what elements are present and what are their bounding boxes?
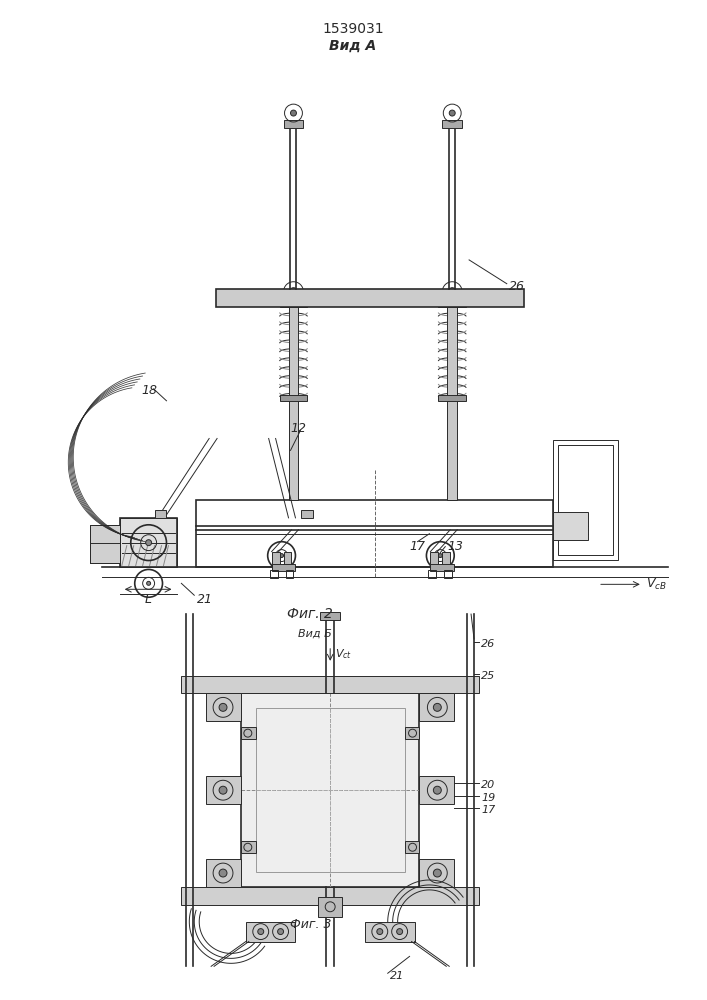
Bar [90,525,120,563]
Text: 19: 19 [481,793,495,803]
Bar [271,552,279,567]
Circle shape [291,110,296,116]
Text: 1539031: 1539031 [322,22,384,36]
Text: Вид А: Вид А [329,39,377,53]
Text: 21: 21 [390,971,404,981]
Bar [246,922,296,942]
Text: Фиг. 2: Фиг. 2 [288,607,333,621]
Bar [241,693,419,887]
Circle shape [279,554,284,558]
Text: L: L [145,593,152,606]
Bar [438,301,466,307]
Circle shape [258,929,264,935]
Bar [318,897,342,917]
Bar [419,859,454,887]
Text: 17: 17 [409,540,426,553]
Bar [182,887,479,905]
Bar [320,612,340,620]
Text: 17: 17 [481,805,495,815]
Bar [554,440,618,560]
Bar [120,518,177,567]
Bar [404,841,419,853]
Bar [241,727,256,739]
Text: 21: 21 [197,593,214,606]
Bar [284,120,303,128]
Bar [90,525,120,563]
Bar [155,510,166,518]
Text: 13: 13 [448,540,463,553]
Circle shape [377,929,382,935]
Circle shape [219,703,227,711]
Bar [216,289,524,307]
Text: 12: 12 [291,422,307,435]
Circle shape [289,288,298,296]
Bar [443,552,450,567]
Bar [404,727,419,739]
Bar [444,570,452,578]
Bar [365,922,414,942]
Bar [284,552,291,567]
Circle shape [438,554,443,558]
Bar [241,841,256,853]
Bar [279,395,308,401]
Bar [419,693,454,721]
Circle shape [146,540,151,546]
Bar [419,776,454,804]
Bar [269,570,278,578]
Text: 20: 20 [481,780,495,790]
Bar [206,693,241,721]
Bar [428,570,436,578]
Text: $V_{сt}$: $V_{сt}$ [335,647,352,661]
Circle shape [433,869,441,877]
Bar [301,510,313,518]
Circle shape [433,703,441,711]
Bar [206,776,241,804]
Bar [431,552,438,567]
Bar [286,570,293,578]
Circle shape [433,786,441,794]
Circle shape [448,288,456,296]
Circle shape [146,581,151,585]
Bar [256,708,404,872]
Text: Фиг. 3: Фиг. 3 [290,918,331,931]
Text: Вид Б: Вид Б [298,629,332,639]
Bar [443,120,462,128]
Bar [438,395,466,401]
Bar [559,445,613,555]
Bar [448,302,457,500]
Circle shape [397,929,402,935]
Bar [279,301,308,307]
Circle shape [219,869,227,877]
Text: $V_{сВ}$: $V_{сВ}$ [645,577,667,592]
Bar [288,302,298,500]
Circle shape [278,929,284,935]
Bar [120,518,177,567]
Text: 18: 18 [141,384,158,397]
Bar [182,676,479,693]
Bar [431,564,454,571]
Bar [554,512,588,540]
Bar [271,564,296,571]
Circle shape [449,110,455,116]
Bar [206,859,241,887]
Bar [197,500,554,567]
Circle shape [219,786,227,794]
Text: 25: 25 [481,671,495,681]
Text: 26: 26 [509,280,525,293]
Text: 26: 26 [481,639,495,649]
